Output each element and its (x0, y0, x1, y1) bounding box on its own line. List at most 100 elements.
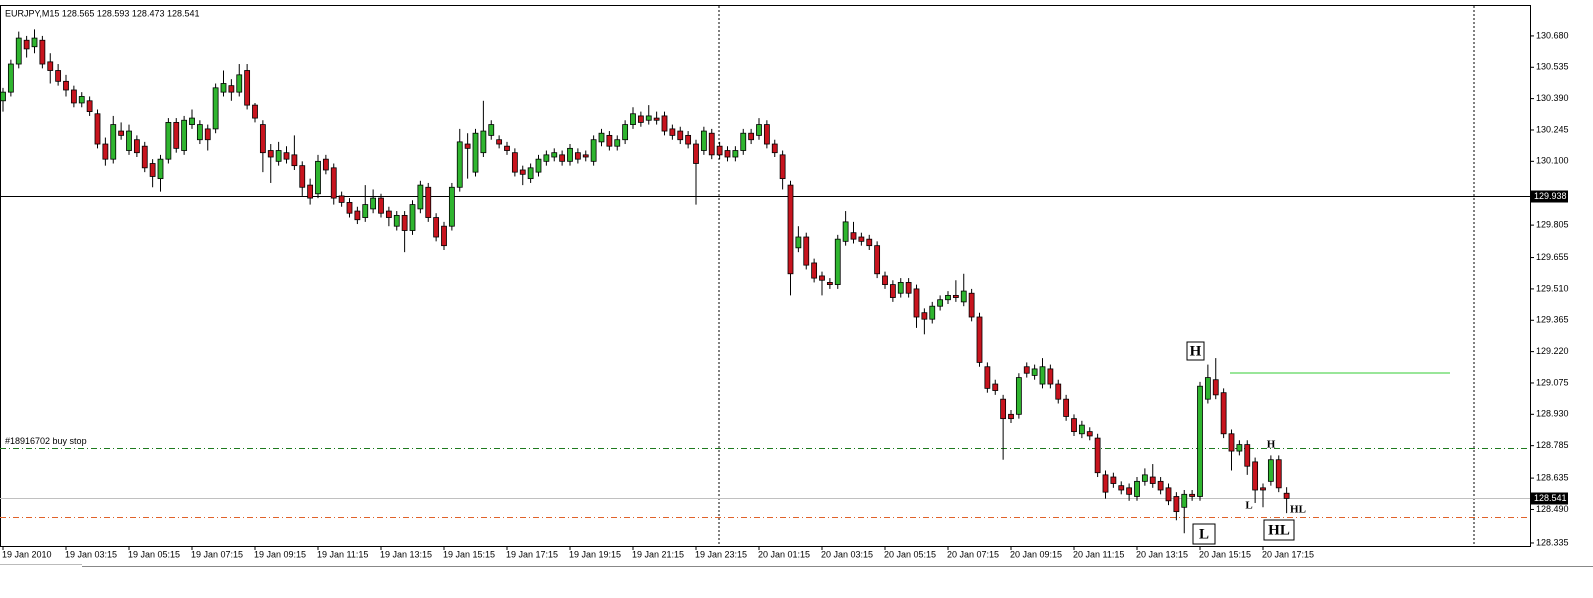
x-tick-label: 19 Jan 11:15 (317, 549, 368, 559)
candle-body (1267, 459, 1274, 482)
candle-body (716, 145, 723, 156)
candle-body (543, 154, 550, 162)
candle-body (228, 85, 235, 93)
annotation: HL (1268, 522, 1290, 538)
candle-body (740, 132, 747, 151)
candle-body (645, 115, 652, 121)
candle-body (425, 186, 432, 218)
candle-body (669, 128, 676, 136)
x-tick-label: 20 Jan 07:15 (947, 549, 999, 559)
candle-body (307, 184, 314, 199)
candle-body (1134, 480, 1140, 497)
candle-body (1023, 366, 1030, 374)
candle-body (472, 132, 479, 173)
y-tick-label: 129.075 (1536, 377, 1569, 387)
candle-body (803, 236, 810, 266)
candle-body (244, 70, 251, 106)
x-tick-label: 19 Jan 23:15 (695, 549, 747, 559)
x-tick-label: 20 Jan 17:15 (1262, 549, 1314, 559)
candle-body (393, 214, 400, 227)
candle-body (0, 91, 6, 102)
candle-body (1126, 487, 1133, 495)
y-tick-label: 128.635 (1536, 472, 1569, 482)
annotation: HL (1290, 504, 1306, 516)
candle-body (811, 262, 818, 279)
candle-body (102, 143, 109, 160)
candle-body (929, 305, 936, 320)
y-tick-label: 130.100 (1536, 156, 1569, 166)
candle-body (409, 204, 416, 231)
x-tick-label: 20 Jan 09:15 (1010, 549, 1062, 559)
candle-body (291, 154, 298, 167)
x-tick-label: 19 Jan 03:15 (65, 549, 117, 559)
y-tick-label: 128.335 (1536, 537, 1569, 547)
candle-body (118, 130, 125, 136)
x-tick-label: 19 Jan 2010 (2, 549, 52, 559)
candle-body (622, 124, 629, 141)
candle-body (937, 299, 944, 307)
x-tick-label: 19 Jan 15:15 (443, 549, 495, 559)
x-tick-label: 20 Jan 11:15 (1073, 549, 1124, 559)
candle-body (1008, 413, 1014, 420)
candle-body (378, 197, 384, 214)
y-tick-label: 128.785 (1536, 440, 1569, 450)
candle-body (1102, 474, 1109, 493)
candle-body (519, 169, 526, 175)
candle-body (496, 139, 503, 145)
candle-body (1031, 368, 1038, 376)
candle-body (480, 130, 487, 154)
candle-body (708, 132, 715, 156)
price-box-label: 129.938 (1534, 191, 1567, 201)
candle-body (700, 130, 707, 151)
candle-body (637, 115, 644, 123)
candle-body (1071, 418, 1077, 433)
x-tick-label: 20 Jan 05:15 (884, 549, 936, 559)
candle-body (23, 39, 30, 50)
candle-body (1055, 383, 1062, 400)
candle-body (905, 282, 912, 294)
candle-body (315, 160, 321, 195)
candle-body (913, 288, 920, 318)
x-tick-label: 19 Jan 13:15 (380, 549, 432, 559)
candle-body (826, 282, 833, 285)
y-tick-label: 129.510 (1536, 283, 1569, 293)
candle-body (1165, 487, 1172, 502)
candle-body (693, 143, 699, 164)
x-tick-label: 19 Jan 05:15 (128, 549, 180, 559)
candle-body (63, 80, 69, 91)
candle-body (1157, 480, 1164, 491)
y-tick-label: 128.490 (1536, 504, 1569, 514)
candle-body (504, 145, 510, 151)
candle-body (787, 184, 794, 275)
candle-body (346, 202, 353, 214)
candle-body (1252, 461, 1259, 491)
candle-body (511, 152, 518, 173)
candle-body (590, 139, 597, 162)
annotation: H (1267, 439, 1276, 451)
candle-body (1197, 385, 1203, 497)
candle-body (441, 225, 447, 247)
chart-title: EURJPY,M15 128.565 128.593 128.473 128.5… (5, 8, 200, 18)
candle-body (1189, 493, 1196, 497)
annotation: L (1199, 526, 1209, 542)
candle-body (889, 284, 896, 298)
candle-body (1063, 398, 1070, 417)
candle-body (220, 83, 227, 93)
candle-body (181, 119, 188, 151)
y-tick-label: 129.220 (1536, 346, 1569, 356)
candle-body (7, 63, 14, 93)
candle-body (1236, 444, 1243, 452)
candle-body (756, 124, 762, 136)
candle-body (582, 154, 589, 158)
price-box (1531, 492, 1568, 505)
candle-body (1212, 379, 1219, 396)
candle-body (1047, 368, 1054, 385)
annotation-box (1263, 519, 1295, 541)
x-tick-label: 19 Jan 19:15 (569, 549, 621, 559)
candle-body (464, 143, 471, 149)
candle-body (732, 150, 739, 158)
candle-body (283, 152, 290, 160)
candle-body (952, 294, 959, 298)
